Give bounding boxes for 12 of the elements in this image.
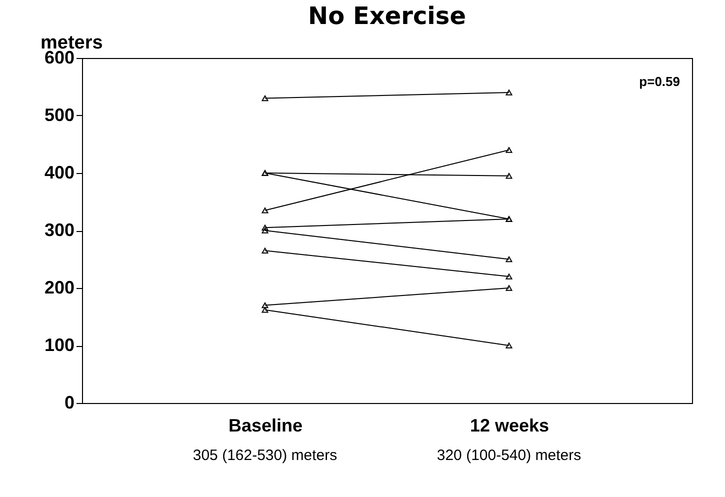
text: 320 (100-540) meters — [436, 447, 582, 464]
y-tick-label: 500 — [44, 105, 74, 125]
x-tick-label: 12 weeks — [470, 416, 550, 436]
y-tick-label: 400 — [44, 162, 74, 182]
y-tick-label: 100 — [44, 335, 74, 355]
y-tick-label: 200 — [44, 278, 74, 298]
text: 305 (162-530) meters — [192, 447, 338, 464]
annotation: p=0.59 — [639, 74, 680, 89]
chart-title: No Exercise — [308, 2, 466, 30]
y-tick-label: 0 — [64, 392, 74, 412]
y-tick-label: 300 — [44, 220, 74, 240]
x-tick-label: Baseline — [228, 416, 303, 436]
